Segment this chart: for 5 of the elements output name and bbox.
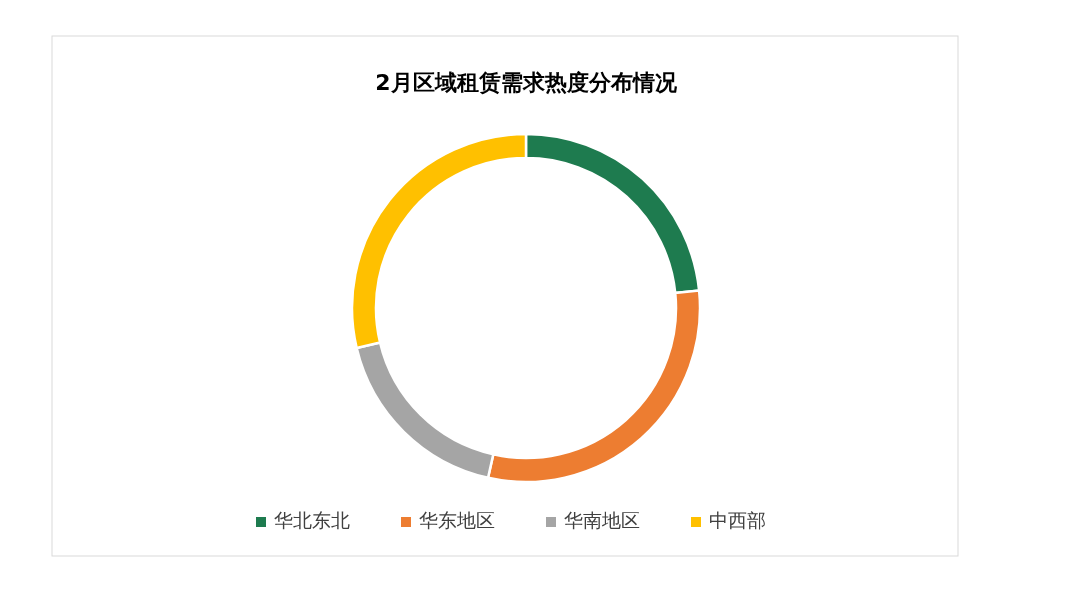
- legend-label: 中西部: [709, 509, 766, 531]
- chart-title: 2月区域租赁需求热度分布情况: [375, 70, 678, 95]
- legend-label: 华北东北: [274, 509, 350, 531]
- legend-label: 华东地区: [419, 509, 495, 531]
- legend-label: 华南地区: [564, 509, 640, 531]
